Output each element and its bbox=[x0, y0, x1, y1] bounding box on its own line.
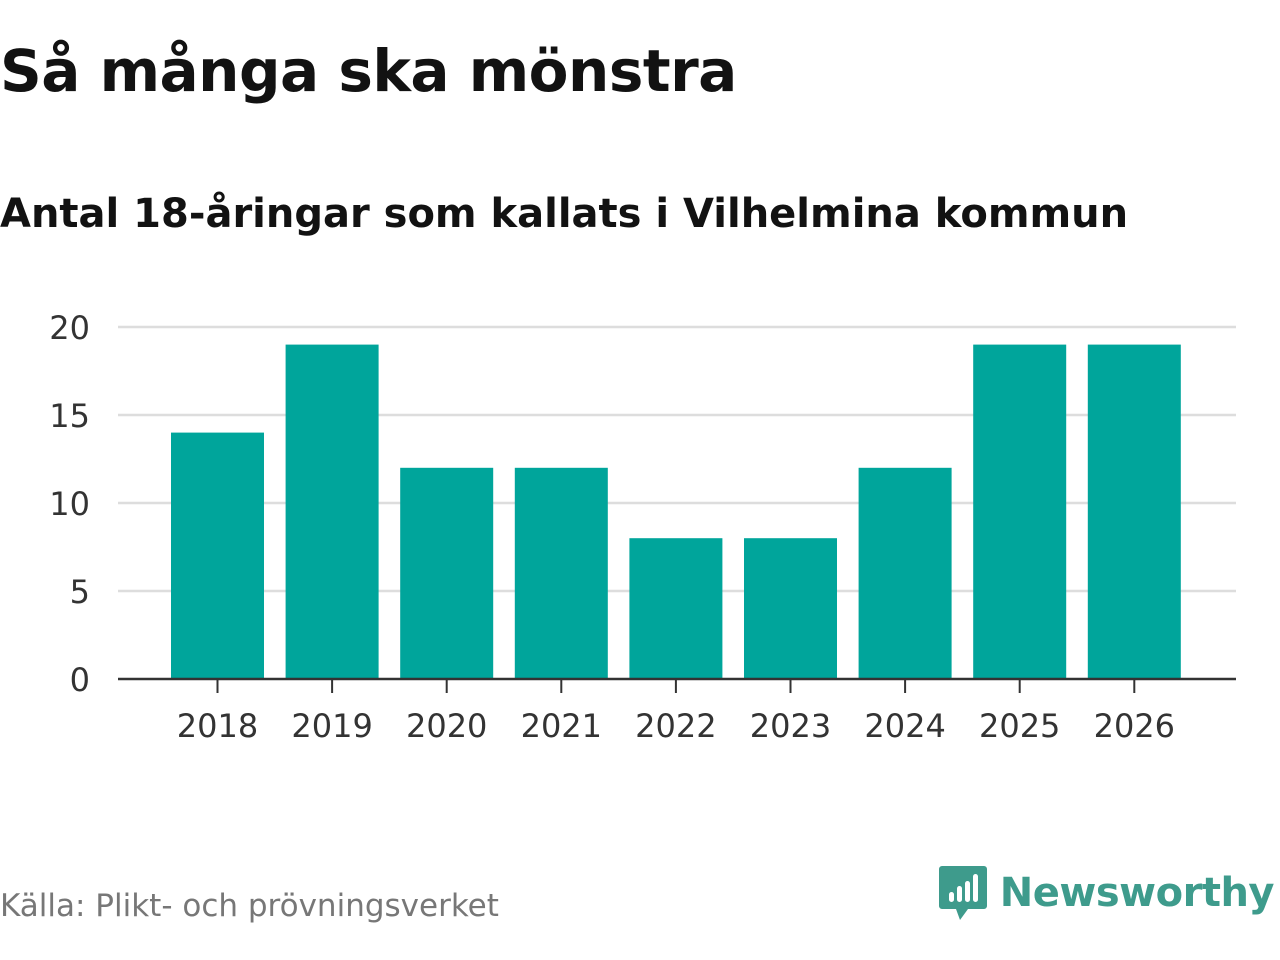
x-tick-label-2023: 2023 bbox=[750, 707, 831, 745]
y-tick-labels: 0 5 10 15 20 bbox=[49, 309, 90, 699]
x-tick-label-2024: 2024 bbox=[864, 707, 945, 745]
y-tick-label: 0 bbox=[70, 661, 90, 699]
bar-2019 bbox=[285, 344, 379, 679]
bar-2021 bbox=[514, 467, 608, 679]
x-tick-label-2022: 2022 bbox=[635, 707, 716, 745]
bar-2023 bbox=[744, 538, 837, 679]
bar-chart: 0 5 10 15 20 2018 2019 2020 2021 2022 2023 2024 202… bbox=[49, 309, 1236, 745]
bar-2022 bbox=[629, 538, 723, 679]
source-note: Källa: Plikt- och prövningsverket bbox=[0, 888, 499, 924]
y-tick-label: 10 bbox=[49, 485, 90, 523]
x-tick-label-2019: 2019 bbox=[291, 707, 372, 745]
x-tick-label-2021: 2021 bbox=[521, 707, 602, 745]
newsworthy-logo-icon bbox=[938, 866, 987, 920]
bars bbox=[171, 344, 1181, 679]
chart-subtitle: Antal 18-åringar som kallats i Vilhelmin… bbox=[0, 191, 1129, 237]
chart-title: Så många ska mönstra bbox=[0, 37, 737, 105]
bar-2020 bbox=[400, 467, 494, 679]
x-axis bbox=[118, 677, 1236, 693]
x-tick-label-2025: 2025 bbox=[979, 707, 1060, 745]
x-tick-labels: 2018 2019 2020 2021 2022 2023 2024 2025 2026 bbox=[177, 707, 1175, 745]
bar-2026 bbox=[1087, 344, 1181, 679]
x-tick-label-2018: 2018 bbox=[177, 707, 258, 745]
x-tick-label-2020: 2020 bbox=[406, 707, 487, 745]
bar-2024 bbox=[858, 467, 952, 679]
brand: Newsworthy bbox=[938, 864, 1275, 922]
x-tick-label-2026: 2026 bbox=[1094, 707, 1175, 745]
bar-2025 bbox=[973, 344, 1067, 679]
bar-2018 bbox=[171, 432, 264, 679]
brand-name: Newsworthy bbox=[999, 870, 1275, 916]
y-tick-label: 5 bbox=[70, 573, 90, 611]
y-tick-label: 15 bbox=[49, 397, 90, 435]
y-tick-label: 20 bbox=[49, 309, 90, 347]
